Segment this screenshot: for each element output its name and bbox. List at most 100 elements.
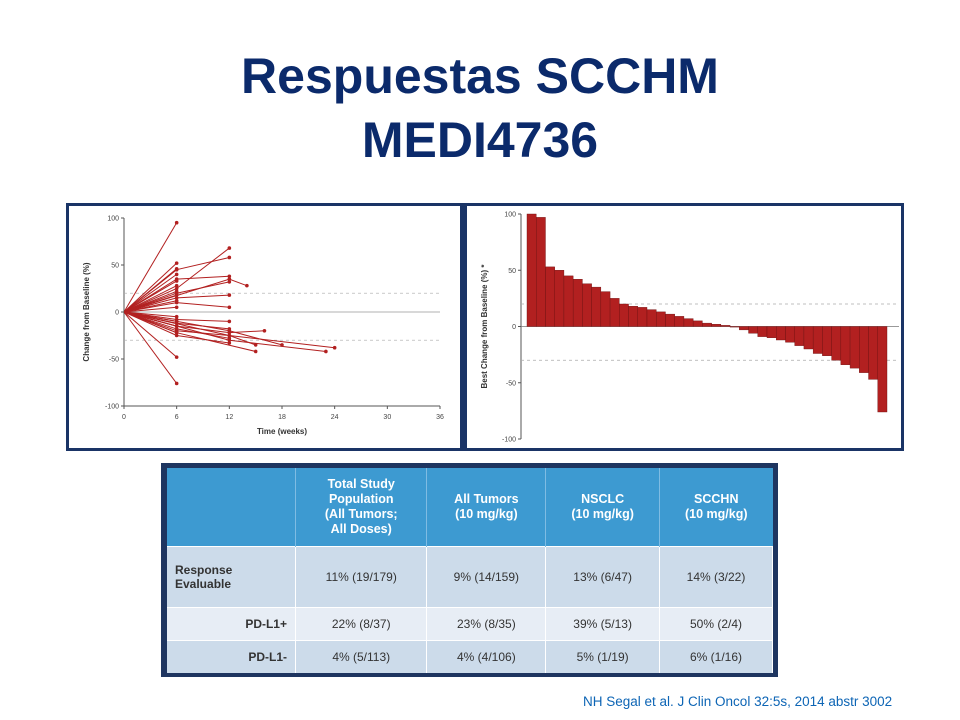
data-point [227,255,232,260]
table-cell: 9% (14/159) [426,545,547,608]
table-cell: 11% (19/179) [295,545,428,608]
y-tick-label: -100 [105,404,119,411]
data-point [262,329,267,333]
waterfall-bar [665,313,675,327]
x-tick-label: 6 [175,414,179,421]
table-cell: 4% (5/113) [295,640,428,673]
waterfall-bar [785,326,795,343]
data-point [174,261,179,265]
data-point [174,355,179,359]
waterfall-bar [831,326,842,361]
series-line [124,222,178,313]
data-point [227,305,232,310]
series-line [124,273,177,313]
data-point [245,283,249,288]
waterfall-bar [849,326,860,369]
y-tick-label: 100 [504,212,516,219]
row-label: PD-L1+ [167,606,296,641]
x-tick-label: 24 [331,414,339,421]
waterfall-bar [776,326,786,341]
table-row: PD-L1+ 22% (8/37) 23% (8/35) 39% (5/13) … [167,606,773,641]
waterfall-bar [692,320,703,327]
waterfall-bar [683,318,694,327]
table-row: PD-L1- 4% (5/113) 4% (4/106) 5% (1/19) 6… [167,640,773,673]
waterfall-bar [803,326,814,350]
data-point [324,349,328,354]
data-point [174,333,179,338]
waterfall-bar [877,326,888,413]
response-table-frame: Total Study Population (All Tumors; All … [161,463,778,677]
slide-title-line-1: Respuestas SCCHM [241,48,719,104]
data-point [227,319,232,324]
y-tick-label: 50 [111,263,119,270]
waterfall-bar [729,326,740,328]
waterfall-bar [582,283,592,327]
data-point [227,293,232,297]
data-point [174,317,179,322]
waterfall-bar [628,306,638,327]
y-tick-label: 50 [508,268,516,275]
data-point [332,345,337,350]
data-point [227,280,232,284]
data-point [174,220,179,225]
data-point [174,286,179,291]
data-point [174,381,179,386]
waterfall-plot: -100 -50 0 50 100 Best Change from Baseline (… [480,212,899,444]
table-header-row: Total Study Population (All Tumors; All … [167,468,773,546]
waterfall-bar [563,275,574,327]
table-cell: 13% (6/47) [545,545,661,608]
x-axis-label: Time (weeks) [257,427,307,436]
y-tick-label: 0 [512,324,516,331]
x-tick-label: 18 [278,414,286,421]
waterfall-bar [572,279,583,327]
y-tick-label: 100 [107,216,119,223]
x-tick-label: 0 [122,414,126,421]
citation: NH Segal et al. J Clin Oncol 32:5s, 2014… [583,694,893,709]
waterfall-bar [711,324,722,327]
y-tick-label: -100 [502,437,516,444]
data-point [174,305,179,310]
table-cell: 22% (8/37) [295,606,428,641]
waterfall-bar [794,326,805,346]
data-point [174,277,179,281]
data-point [253,343,258,347]
data-point [253,349,258,354]
waterfall-bar [812,326,823,354]
table-cell: 14% (3/22) [659,545,773,608]
data-point [174,300,179,305]
waterfall-bar [526,213,537,327]
data-point [174,291,179,295]
table-cell: 6% (1/16) [659,640,773,673]
waterfall-bar [757,326,768,337]
x-tick-label: 30 [383,414,391,421]
data-point [227,329,232,333]
series-line [124,311,178,384]
table-header-cell: SCCHN (10 mg/kg) [659,468,773,546]
y-axis-label: Change from Baseline (%) [82,262,91,361]
row-label: PD-L1- [167,640,296,673]
table-cell: 50% (2/4) [659,606,773,641]
waterfall-bar [609,298,620,327]
x-tick-label: 12 [225,414,233,421]
table-row: Response Evaluable 11% (19/179) 9% (14/1… [167,545,773,608]
waterfall-bar [554,270,565,327]
waterfall-plot-panel: -100 -50 0 50 100 Best Change from Baseline (… [463,203,904,451]
data-point [174,296,179,300]
table-cell: 39% (5/13) [545,606,661,641]
y-tick-label: -50 [109,357,119,364]
waterfall-bar [739,326,749,331]
spider-series-group [124,220,337,386]
table-cell: 5% (1/19) [545,640,661,673]
data-point [227,338,232,342]
waterfall-bar [600,291,611,327]
series-line [124,306,177,313]
table-header-cell: All Tumors (10 mg/kg) [426,468,547,546]
waterfall-bar [766,326,777,338]
waterfall-bar [656,311,666,327]
waterfall-bar [591,286,602,327]
waterfall-bar [646,309,657,327]
data-point [174,330,179,335]
y-tick-label: -50 [506,380,516,387]
table-cell: 4% (4/106) [426,640,547,673]
waterfall-bar [619,303,629,327]
